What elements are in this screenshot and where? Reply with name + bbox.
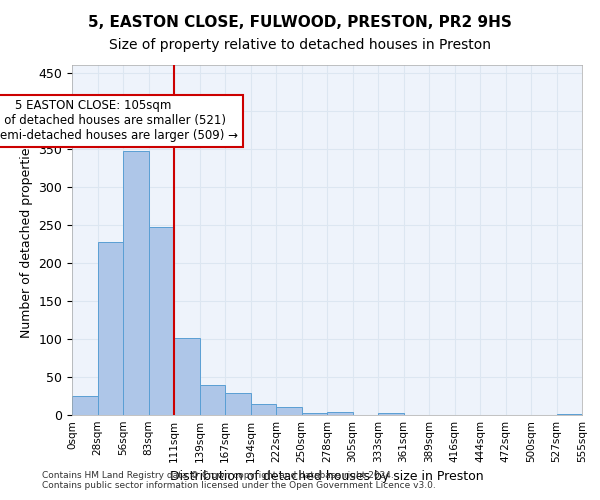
- Bar: [327, 412, 353, 415]
- Bar: [251, 404, 276, 415]
- Bar: [302, 412, 327, 415]
- Text: 5, EASTON CLOSE, FULWOOD, PRESTON, PR2 9HS: 5, EASTON CLOSE, FULWOOD, PRESTON, PR2 9…: [88, 15, 512, 30]
- Bar: [557, 414, 582, 415]
- Bar: [276, 408, 302, 415]
- Bar: [199, 384, 225, 415]
- X-axis label: Distribution of detached houses by size in Preston: Distribution of detached houses by size …: [170, 470, 484, 484]
- Text: Contains HM Land Registry data © Crown copyright and database right 2024.
Contai: Contains HM Land Registry data © Crown c…: [42, 470, 436, 490]
- Bar: [97, 242, 123, 415]
- Text: Size of property relative to detached houses in Preston: Size of property relative to detached ho…: [109, 38, 491, 52]
- Bar: [123, 151, 149, 415]
- Y-axis label: Number of detached properties: Number of detached properties: [20, 142, 33, 338]
- Bar: [72, 396, 97, 415]
- Bar: [378, 412, 404, 415]
- Bar: [225, 393, 251, 415]
- Bar: [174, 338, 199, 415]
- Text: 5 EASTON CLOSE: 105sqm
← 50% of detached houses are smaller (521)
49% of semi-de: 5 EASTON CLOSE: 105sqm ← 50% of detached…: [0, 99, 238, 142]
- Bar: [149, 227, 174, 415]
